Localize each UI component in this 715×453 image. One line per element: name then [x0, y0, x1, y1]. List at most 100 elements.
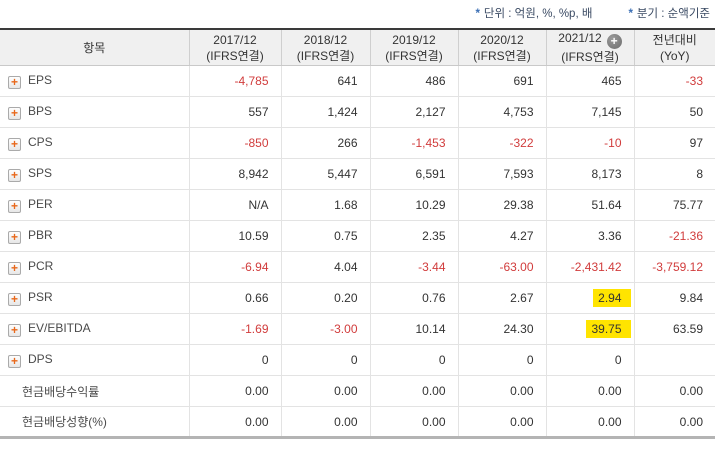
table-row: + EPS -4,785 641 486 691 465 -33 — [0, 65, 715, 97]
cell-value: 0 — [614, 353, 622, 367]
cell-value: 0 — [526, 353, 534, 367]
column-header-text: 2017/12 — [213, 32, 257, 47]
cell-value: -10 — [604, 136, 622, 150]
row-label-cell: + PER — [0, 189, 190, 221]
table-row: + CPS -850 266 -1,453 -322 -10 97 — [0, 127, 715, 159]
table-cell: -3,759.12 — [634, 251, 715, 283]
table-cell: 4.04 — [281, 251, 371, 283]
table-cell: 24.30 — [458, 313, 547, 345]
row-label: PER — [28, 197, 53, 211]
table-cell: 641 — [281, 65, 371, 97]
asterisk-icon: * — [628, 8, 633, 20]
cell-value: -4,785 — [234, 74, 269, 88]
table-cell: 0.75 — [281, 220, 371, 252]
cell-value: 0.00 — [510, 414, 534, 429]
column-header-text: 전년대비 — [652, 32, 697, 47]
column-header-2017: 2017/12 (IFRS연결) — [189, 29, 282, 66]
table-row: + DPS 0 0 0 0 0 — [0, 344, 715, 376]
column-header-subtext: (IFRS연결) — [296, 48, 355, 63]
column-header-text: 2019/12 — [392, 32, 436, 47]
table-cell: 5,447 — [281, 158, 371, 190]
column-header-subtext: (YoY) — [659, 48, 690, 63]
cell-value: 0.00 — [422, 414, 446, 429]
row-label: DPS — [28, 352, 53, 366]
table-row: + PCR -6.94 4.04 -3.44 -63.00 -2,431.42 -3,759.… — [0, 251, 715, 283]
table-cell: -21.36 — [634, 220, 715, 252]
cell-value: 2.35 — [422, 229, 446, 243]
cell-value: -3.00 — [330, 322, 358, 336]
expand-row-plus-icon[interactable]: + — [8, 324, 21, 337]
table-cell: -3.44 — [370, 251, 459, 283]
cell-value: 39.75 — [586, 320, 631, 338]
basis-note-text: 분기 : 순액기준 — [636, 8, 710, 20]
expand-row-plus-icon[interactable]: + — [8, 355, 21, 368]
expand-row-plus-icon[interactable]: + — [8, 200, 21, 213]
table-cell: 557 — [189, 96, 282, 128]
row-label: BPS — [28, 104, 53, 118]
cell-value: 24.30 — [503, 322, 534, 336]
row-label-cell: + BPS — [0, 96, 190, 128]
cell-value: 2.94 — [593, 289, 631, 307]
row-label-cell: 현금배당수익률 — [0, 375, 190, 407]
cell-value: -6.94 — [241, 260, 269, 274]
cell-value: -1,453 — [411, 136, 446, 150]
table-cell: 1.68 — [281, 189, 371, 221]
cell-value: -33 — [685, 74, 703, 88]
cell-value: 5,447 — [327, 167, 358, 181]
cell-value: 63.59 — [672, 322, 703, 336]
expand-row-plus-icon[interactable]: + — [8, 169, 21, 182]
expand-row-plus-icon[interactable]: + — [8, 138, 21, 151]
row-label-cell: + CPS — [0, 127, 190, 159]
table-cell: 0 — [370, 344, 459, 376]
table-cell: 10.29 — [370, 189, 459, 221]
cell-value: 7,145 — [591, 105, 622, 119]
table-cell: 9.84 — [634, 282, 715, 314]
cell-value: 8,173 — [591, 167, 622, 181]
table-cell: -322 — [458, 127, 547, 159]
table-cell: 0.00 — [458, 406, 547, 438]
table-cell: 2.35 — [370, 220, 459, 252]
column-header-subtext: (IFRS연결) — [206, 48, 264, 63]
table-cell: 50 — [634, 96, 715, 128]
table-cell: -10 — [546, 127, 635, 159]
cell-value: N/A — [248, 198, 269, 212]
table-annotations: * 단위 : 억원, %, %p, 배 * 분기 : 순액기준 — [475, 5, 710, 21]
unit-note: * 단위 : 억원, %, %p, 배 — [475, 5, 592, 21]
table-cell: 0.00 — [281, 375, 371, 407]
table-cell: 0.00 — [634, 407, 715, 438]
table-cell: -2,431.42 — [546, 251, 635, 283]
cell-value: 97 — [689, 136, 703, 150]
cell-value: 2.67 — [510, 291, 534, 305]
table-cell: 0 — [546, 344, 635, 376]
cell-value: 0.00 — [598, 384, 622, 398]
expand-row-plus-icon[interactable]: + — [8, 231, 21, 244]
table-cell: 0.00 — [370, 375, 459, 407]
table-cell: 266 — [281, 127, 371, 159]
cell-value: 4.04 — [334, 260, 358, 274]
cell-value: 0.00 — [422, 384, 446, 398]
row-label: CPS — [28, 135, 53, 149]
column-header-subtext: (IFRS연결) — [561, 50, 619, 64]
basis-note: * 분기 : 순액기준 — [628, 5, 710, 21]
table-cell: 0.00 — [458, 375, 547, 407]
column-header-item: 항목 — [0, 29, 190, 66]
cell-value: 0 — [261, 353, 269, 367]
table-row: + EV/EBITDA -1.69 -3.00 10.14 24.30 39.75 63.59 — [0, 313, 715, 345]
column-header-2019: 2019/12 (IFRS연결) — [370, 29, 459, 66]
table-cell: 4.27 — [458, 220, 547, 252]
add-column-plus-circle-icon[interactable]: + — [606, 34, 622, 49]
expand-row-plus-icon[interactable]: + — [8, 107, 21, 120]
expand-row-plus-icon[interactable]: + — [8, 76, 21, 89]
table-row: + PER N/A 1.68 10.29 29.38 51.64 75.77 — [0, 189, 715, 221]
table-cell: -6.94 — [189, 251, 282, 283]
cell-value: -322 — [509, 136, 534, 150]
table-cell: 8,942 — [189, 158, 282, 190]
cell-value: -3,759.12 — [652, 260, 703, 274]
expand-row-plus-icon[interactable]: + — [8, 293, 21, 306]
table-cell: 0 — [189, 344, 282, 376]
table-cell: 2.67 — [458, 282, 547, 314]
table-row: 현금배당성향(%) 0.00 0.00 0.00 0.00 0.00 0.00 — [0, 406, 715, 438]
column-header-text: 2021/12 — [558, 31, 602, 45]
expand-row-plus-icon[interactable]: + — [8, 262, 21, 275]
